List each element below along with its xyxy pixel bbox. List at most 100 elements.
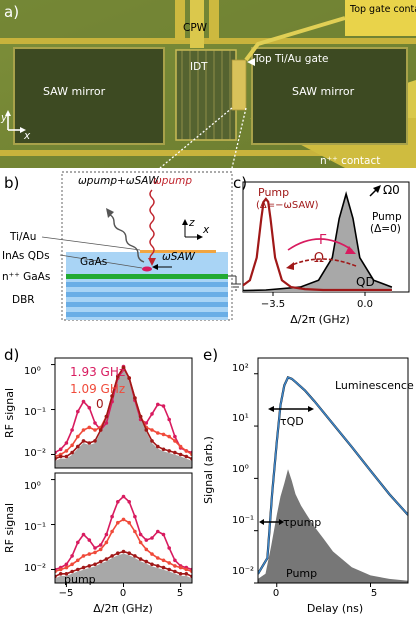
- luminescence-label: Luminescence: [335, 379, 414, 392]
- d-bot-ytick-2: 10⁻¹: [24, 522, 46, 533]
- data-point: [58, 447, 63, 452]
- data-point: [178, 452, 183, 457]
- d-ylabel-top: RF signal: [3, 388, 16, 438]
- data-point: [173, 434, 177, 439]
- pump-label-d: pump: [64, 573, 96, 586]
- panel-b: b) z: [2, 171, 241, 321]
- e-xtick-1: 0: [273, 588, 279, 599]
- omega0-label: Ω0: [383, 183, 400, 197]
- data-point: [70, 443, 74, 448]
- panel-e-letter: e): [203, 346, 218, 364]
- data-point: [144, 421, 149, 425]
- data-point: [156, 431, 160, 435]
- data-point: [93, 439, 97, 443]
- luminescence-fit-line: [258, 376, 408, 575]
- data-point: [173, 564, 177, 568]
- d-bot-ytick-3: 10⁻²: [24, 563, 46, 574]
- data-point: [110, 514, 114, 519]
- saw-label: ωSAW: [162, 251, 195, 263]
- data-point: [76, 558, 80, 563]
- pump-photon-in: [149, 189, 155, 263]
- pump-resonant-label: Pump: [372, 211, 402, 223]
- gaas-layer: [66, 252, 228, 274]
- data-point: [127, 551, 131, 555]
- axis-y-label: y: [0, 112, 8, 124]
- legend-1-09: 1.09 GHz: [70, 382, 125, 396]
- n-contact-label: n⁺⁺ contact: [320, 155, 380, 167]
- data-point: [150, 552, 154, 556]
- pump-resonant-cond: (Δ=0): [370, 223, 401, 235]
- d-xtick-1: −5: [59, 588, 74, 599]
- e-series: [258, 376, 408, 583]
- pump-label-e: Pump: [286, 567, 317, 580]
- d-top-ytick-1: 10⁰: [24, 366, 41, 377]
- data-point: [138, 557, 143, 561]
- data-point: [173, 558, 177, 563]
- top-gate: [231, 59, 247, 111]
- data-point: [64, 562, 69, 567]
- data-point: [133, 529, 137, 534]
- d-top-ytick-3: 10⁻²: [24, 448, 46, 459]
- pump-detuned-label: Pump: [258, 186, 289, 199]
- dbr-label: DBR: [12, 294, 35, 306]
- data-point: [58, 454, 63, 459]
- saw-mirror-left: [13, 47, 165, 145]
- data-point: [116, 520, 120, 525]
- data-point: [98, 543, 103, 547]
- data-point: [144, 559, 149, 564]
- data-point: [87, 441, 92, 445]
- data-point: [150, 428, 154, 432]
- cpw-line: [190, 0, 204, 48]
- d-top-series: [55, 364, 192, 468]
- n-gaas-layer: [66, 274, 228, 279]
- data-point: [167, 546, 171, 550]
- pump-background-fill: [55, 369, 192, 468]
- data-point: [127, 500, 131, 504]
- data-point: [138, 540, 143, 545]
- omega-arrow: [289, 258, 357, 267]
- axis-x2-label: x: [202, 224, 210, 236]
- qd-spectrum-line: [243, 191, 393, 292]
- data-point: [70, 569, 74, 574]
- data-point: [156, 564, 160, 568]
- data-point: [127, 520, 131, 525]
- data-point: [70, 554, 74, 558]
- data-point: [150, 536, 154, 540]
- gamma-label: Γ: [319, 233, 327, 248]
- data-point: [178, 444, 183, 449]
- data-point: [133, 396, 137, 400]
- e-axis-ticks: [254, 373, 371, 587]
- data-point: [87, 564, 92, 568]
- data-point: [161, 532, 166, 537]
- data-point: [76, 434, 80, 439]
- c-xtick-2: 0.0: [357, 299, 373, 310]
- arrow-icon: [247, 58, 255, 66]
- idt-label: IDT: [190, 61, 208, 73]
- data-point: [127, 376, 131, 380]
- data-point: [64, 454, 69, 459]
- d-axis-ticks: [51, 364, 182, 587]
- data-point: [184, 449, 189, 453]
- panel-c: c) Γ Ω Ω0 Pump (Δ=−ωSAW) Pump (Δ=0) QD −…: [233, 174, 410, 326]
- data-point: [156, 402, 160, 407]
- data-point: [58, 567, 63, 572]
- data-point: [81, 532, 86, 537]
- top-gate-contact-pad: [345, 0, 416, 36]
- data-point: [87, 405, 92, 410]
- data-point: [93, 428, 97, 432]
- metal-edge-top: [0, 38, 416, 44]
- data-point: [93, 562, 97, 567]
- data-point: [87, 538, 92, 542]
- e-ytick-4: 10⁻¹: [232, 515, 254, 526]
- data-point: [121, 494, 126, 499]
- panel-d: d) 1.93 GHz 1.09 GHz 0 pump RF signal RF…: [3, 346, 193, 615]
- axis-z-label: z: [188, 217, 195, 229]
- legend-0: 0: [96, 397, 104, 411]
- qds-label: InAs QDs: [2, 250, 50, 262]
- tau-pump-label: τpump: [283, 516, 321, 529]
- data-point: [104, 540, 109, 545]
- data-point: [93, 546, 97, 550]
- panel-d-letter: d): [4, 346, 19, 364]
- data-point: [64, 565, 69, 570]
- data-point: [98, 428, 103, 432]
